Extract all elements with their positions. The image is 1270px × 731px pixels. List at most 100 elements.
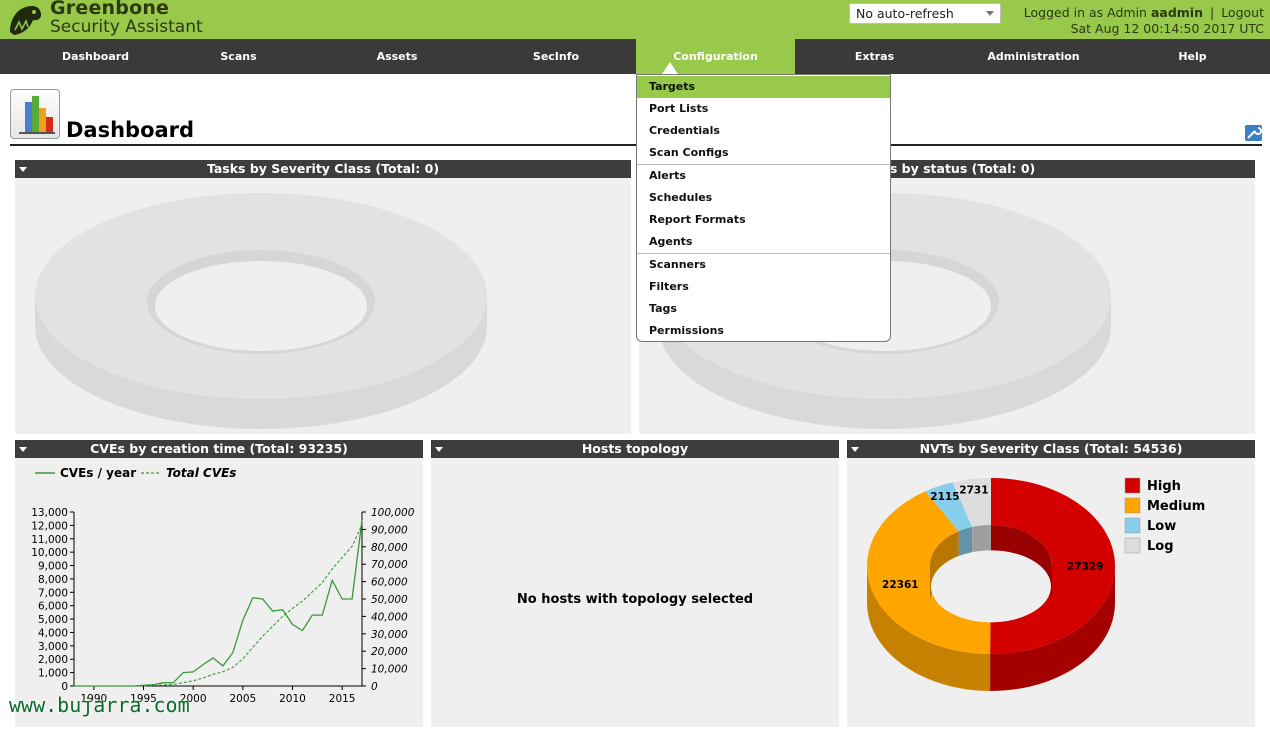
username-link[interactable]: aadmin <box>1150 5 1203 20</box>
x-tick-label: 2000 <box>180 693 207 705</box>
collapse-icon[interactable] <box>435 447 443 452</box>
menu-item-report-formats[interactable]: Report Formats <box>649 213 746 226</box>
legend-label-log: Log <box>1147 539 1174 554</box>
configuration-menu: Targets Port Lists Credentials Scan Conf… <box>636 74 891 342</box>
panel-body: No hosts with topology selected <box>431 458 839 727</box>
panel-title: Hosts topology <box>581 441 689 456</box>
nav-configuration[interactable]: Configuration <box>636 39 795 74</box>
menu-item-permissions[interactable]: Permissions <box>649 324 724 337</box>
slice-side-high <box>990 566 1115 691</box>
series-line-total-cves <box>74 524 363 687</box>
menu-item-tags[interactable]: Tags <box>649 302 677 315</box>
legend-label-cves-year: CVEs / year <box>60 466 136 480</box>
app-header: Greenbone Security Assistant No auto-ref… <box>0 0 1270 39</box>
menu-item-targets[interactable]: Targets <box>637 76 890 98</box>
y-right-tick-label: 70,000 <box>371 559 408 571</box>
legend-swatch-high <box>1124 477 1141 494</box>
panel-body: CVEs / year Total CVEs 0 1,000 2,000 3,000 4,0… <box>15 458 423 727</box>
x-tick-label: 1990 <box>80 693 107 705</box>
main-nav: Dashboard Scans Assets SecInfo Configura… <box>0 39 1270 74</box>
legend-label-low: Low <box>1147 519 1176 534</box>
y-left-tick-label: 4,000 <box>38 627 68 639</box>
y-right-tick-label: 10,000 <box>371 664 408 676</box>
legend-label-medium: Medium <box>1147 499 1205 514</box>
collapse-icon[interactable] <box>19 447 27 452</box>
y-left-tick-label: 10,000 <box>31 547 68 559</box>
menu-item-schedules[interactable]: Schedules <box>649 191 713 204</box>
y-right-tick-label: 100,000 <box>371 507 415 519</box>
auto-refresh-select[interactable]: No auto-refresh <box>849 3 1001 24</box>
menu-item-filters[interactable]: Filters <box>649 280 689 293</box>
dashboard-chart-icon <box>10 89 60 139</box>
menu-item-agents[interactable]: Agents <box>649 235 693 248</box>
nav-secinfo[interactable]: SecInfo <box>532 50 580 63</box>
menu-item-scanners[interactable]: Scanners <box>649 258 706 271</box>
logout-link[interactable]: Logout <box>1221 5 1264 20</box>
watermark: www.bujarra.com <box>9 693 190 717</box>
slice-value-high: 27329 <box>1067 561 1104 573</box>
brand-subtitle: Security Assistant <box>50 17 203 37</box>
x-tick-label: 1995 <box>130 693 157 705</box>
legend-label-high: High <box>1147 479 1181 494</box>
topology-panel: Hosts topology No hosts with topology se… <box>431 440 839 727</box>
y-left-tick-label: 12,000 <box>31 520 68 532</box>
panel-body <box>15 178 631 434</box>
menu-item-port-lists[interactable]: Port Lists <box>649 102 709 115</box>
y-right-tick-label: 30,000 <box>371 629 408 641</box>
empty-donut-chart <box>35 193 487 429</box>
panel-title: NVTs by Severity Class (Total: 54536) <box>919 441 1183 456</box>
x-tick-label: 2015 <box>329 693 356 705</box>
slice-side-medium <box>867 566 991 691</box>
menu-item-alerts[interactable]: Alerts <box>649 169 686 182</box>
y-left-tick-label: 8,000 <box>38 574 68 586</box>
panel-header[interactable]: CVEs by creation time (Total: 93235) <box>15 440 423 458</box>
y-right-tick-label: 20,000 <box>371 646 408 658</box>
slice-value-low: 2115 <box>930 491 959 503</box>
panel-header[interactable]: NVTs by Severity Class (Total: 54536) <box>847 440 1255 458</box>
nav-dashboard[interactable]: Dashboard <box>61 50 130 63</box>
y-left-tick-label: 3,000 <box>38 641 68 653</box>
nav-administration[interactable]: Administration <box>987 50 1080 63</box>
donut-hole <box>931 550 1051 623</box>
legend-label-total-cves: Total CVEs <box>166 466 236 480</box>
separator: | <box>1209 5 1215 20</box>
nav-assets[interactable]: Assets <box>376 50 418 63</box>
legend-swatch-log <box>1124 537 1141 554</box>
y-left-tick-label: 0 <box>61 681 68 693</box>
panel-header[interactable]: Hosts topology <box>431 440 839 458</box>
panel-header[interactable]: Tasks by Severity Class (Total: 0) <box>15 160 631 178</box>
nvts-panel: NVTs by Severity Class (Total: 54536) 27… <box>847 440 1255 727</box>
menu-item-scan-configs[interactable]: Scan Configs <box>649 146 729 159</box>
wrench-icon[interactable] <box>1245 125 1262 141</box>
login-info: Logged in as Admin aadmin | Logout <box>1024 5 1264 20</box>
nav-extras[interactable]: Extras <box>854 50 895 63</box>
user-role: Admin <box>1107 5 1147 20</box>
brand-name: Greenbone <box>50 0 170 19</box>
collapse-icon[interactable] <box>19 167 27 172</box>
menu-divider <box>637 253 890 254</box>
panel-title: Tasks by Severity Class (Total: 0) <box>206 161 440 176</box>
y-left-tick-label: 6,000 <box>38 601 68 613</box>
y-left-tick-label: 5,000 <box>38 614 68 626</box>
panel-title: CVEs by creation time (Total: 93235) <box>90 441 348 456</box>
y-left-tick-label: 13,000 <box>31 507 68 519</box>
y-left-tick-label: 7,000 <box>38 587 68 599</box>
menu-divider <box>637 164 890 165</box>
legend-swatch-medium <box>1124 497 1141 514</box>
menu-item-credentials[interactable]: Credentials <box>649 124 720 137</box>
series-line-cves-year <box>74 519 363 687</box>
menu-pointer <box>662 62 678 74</box>
y-right-tick-label: 90,000 <box>371 524 408 536</box>
collapse-icon[interactable] <box>851 447 859 452</box>
auto-refresh-value: No auto-refresh <box>856 6 954 21</box>
slice-low <box>925 482 973 532</box>
legend-swatch-low <box>1124 517 1141 534</box>
nav-help[interactable]: Help <box>1178 50 1207 63</box>
y-left-tick-label: 1,000 <box>38 668 68 680</box>
greenbone-logo-icon[interactable] <box>6 2 44 37</box>
topology-empty-message: No hosts with topology selected <box>516 592 754 607</box>
nav-scans[interactable]: Scans <box>220 50 257 63</box>
y-left-tick-label: 2,000 <box>38 654 68 666</box>
